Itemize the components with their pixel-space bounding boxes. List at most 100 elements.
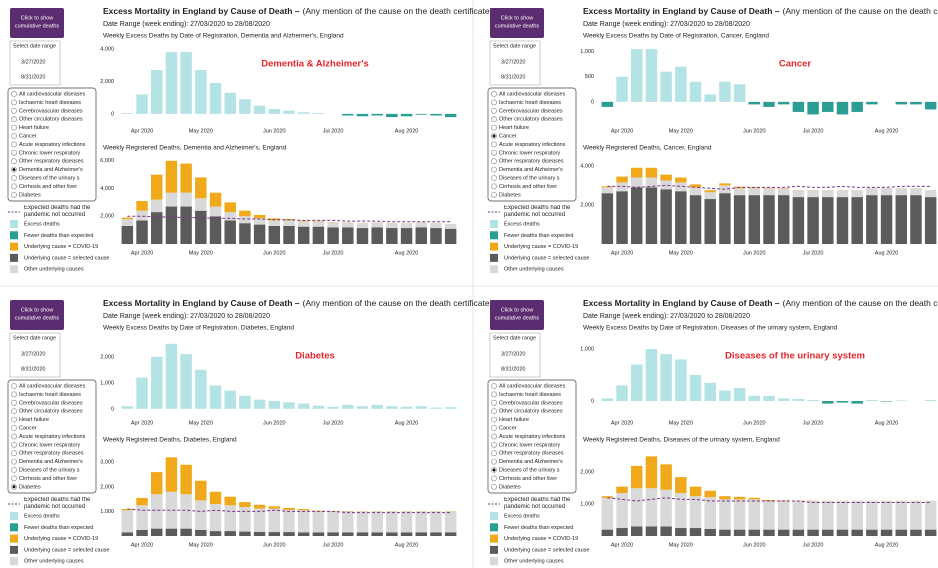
date-start[interactable]: 3/27/2020 xyxy=(501,351,525,357)
radio[interactable] xyxy=(491,166,497,173)
option-label[interactable]: Cerebrovascular diseases xyxy=(19,400,83,406)
radio[interactable] xyxy=(491,91,497,97)
option-label[interactable]: Ischaemic heart diseases xyxy=(19,100,81,106)
radio[interactable] xyxy=(491,124,497,131)
radio[interactable] xyxy=(11,399,17,406)
option-label[interactable]: Ischaemic heart diseases xyxy=(499,392,561,398)
option-label[interactable]: Diabetes xyxy=(19,484,41,490)
radio[interactable] xyxy=(11,133,17,139)
option-label[interactable]: Other circulatory diseases xyxy=(19,117,83,123)
radio[interactable] xyxy=(11,175,17,181)
option-label[interactable]: Diseases of the urinary s xyxy=(499,175,560,181)
cumulative-button[interactable] xyxy=(10,8,64,38)
option-label[interactable]: All cardiovascular diseases xyxy=(19,91,86,97)
radio[interactable] xyxy=(491,450,497,457)
radio[interactable] xyxy=(11,99,17,106)
option-label[interactable]: Other respiratory diseases xyxy=(499,451,564,457)
option-label[interactable]: Chronic lower respiratory xyxy=(499,442,560,448)
option-label[interactable]: Acute respiratory infections xyxy=(499,142,566,148)
option-label[interactable]: Cerebrovascular diseases xyxy=(499,108,563,114)
radio[interactable] xyxy=(491,399,497,406)
cumulative-button[interactable] xyxy=(10,300,64,330)
option-label[interactable]: Cancer xyxy=(499,425,517,431)
radio[interactable] xyxy=(491,116,497,123)
option-label[interactable]: Cirrhosis and other liver xyxy=(19,476,77,482)
option-label[interactable]: Acute respiratory infections xyxy=(19,142,86,148)
radio[interactable] xyxy=(491,416,497,423)
cumulative-button[interactable] xyxy=(490,300,544,330)
option-label[interactable]: Other circulatory diseases xyxy=(19,409,83,415)
date-start[interactable]: 3/27/2020 xyxy=(21,59,45,65)
option-label[interactable]: Dementia and Alzheimer's xyxy=(19,459,83,465)
radio[interactable] xyxy=(491,183,497,190)
cumulative-button[interactable] xyxy=(490,8,544,38)
date-end[interactable]: 8/31/2020 xyxy=(501,74,525,80)
date-end[interactable]: 8/31/2020 xyxy=(21,366,45,372)
option-label[interactable]: Cancer xyxy=(499,133,517,139)
radio[interactable] xyxy=(11,183,17,190)
option-label[interactable]: Cerebrovascular diseases xyxy=(499,400,563,406)
radio[interactable] xyxy=(11,158,17,165)
radio[interactable] xyxy=(11,458,17,465)
option-label[interactable]: Ischaemic heart diseases xyxy=(19,392,81,398)
option-label[interactable]: Other respiratory diseases xyxy=(19,451,84,457)
radio[interactable] xyxy=(11,475,17,482)
radio[interactable] xyxy=(491,391,497,398)
option-label[interactable]: Chronic lower respiratory xyxy=(499,150,560,156)
radio[interactable] xyxy=(491,458,497,465)
option-label[interactable]: Diabetes xyxy=(19,192,41,198)
radio[interactable] xyxy=(11,467,17,473)
option-label[interactable]: Heart failure xyxy=(19,125,49,131)
radio[interactable] xyxy=(11,124,17,131)
option-label[interactable]: Dementia and Alzheimer's xyxy=(499,167,563,173)
radio[interactable] xyxy=(11,149,17,156)
radio[interactable] xyxy=(11,408,17,415)
radio[interactable] xyxy=(11,141,17,148)
option-label[interactable]: Chronic lower respiratory xyxy=(19,442,80,448)
option-label[interactable]: Heart failure xyxy=(19,417,49,423)
radio[interactable] xyxy=(491,141,497,148)
option-label[interactable]: Ischaemic heart diseases xyxy=(499,100,561,106)
date-start[interactable]: 3/27/2020 xyxy=(21,351,45,357)
option-label[interactable]: Cancer xyxy=(19,425,37,431)
option-label[interactable]: All cardiovascular diseases xyxy=(499,91,566,97)
radio[interactable] xyxy=(11,383,17,389)
option-label[interactable]: Cirrhosis and other liver xyxy=(499,184,557,190)
option-label[interactable]: Dementia and Alzheimer's xyxy=(499,459,563,465)
radio[interactable] xyxy=(11,441,17,448)
option-label[interactable]: Diabetes xyxy=(499,192,521,198)
radio[interactable] xyxy=(491,158,497,165)
option-label[interactable]: Cirrhosis and other liver xyxy=(19,184,77,190)
option-label[interactable]: Diseases of the urinary s xyxy=(19,175,80,181)
option-label[interactable]: All cardiovascular diseases xyxy=(499,383,566,389)
date-end[interactable]: 8/31/2020 xyxy=(21,74,45,80)
radio[interactable] xyxy=(491,175,497,181)
radio[interactable] xyxy=(491,425,497,431)
option-label[interactable]: Heart failure xyxy=(499,125,529,131)
option-label[interactable]: Diabetes xyxy=(499,484,521,490)
radio[interactable] xyxy=(491,191,497,198)
option-label[interactable]: Cerebrovascular diseases xyxy=(19,108,83,114)
option-label[interactable]: Heart failure xyxy=(499,417,529,423)
option-label[interactable]: Other circulatory diseases xyxy=(499,117,563,123)
radio[interactable] xyxy=(11,391,17,398)
date-start[interactable]: 3/27/2020 xyxy=(501,59,525,65)
radio[interactable] xyxy=(11,107,17,114)
radio[interactable] xyxy=(491,99,497,106)
radio[interactable] xyxy=(11,450,17,457)
option-label[interactable]: Acute respiratory infections xyxy=(19,434,86,440)
radio[interactable] xyxy=(491,383,497,389)
date-end[interactable]: 8/31/2020 xyxy=(501,366,525,372)
radio[interactable] xyxy=(11,425,17,431)
option-label[interactable]: Other circulatory diseases xyxy=(499,409,563,415)
option-label[interactable]: Other respiratory diseases xyxy=(499,159,564,165)
radio[interactable] xyxy=(491,408,497,415)
option-label[interactable]: Cancer xyxy=(19,133,37,139)
option-label[interactable]: All cardiovascular diseases xyxy=(19,383,86,389)
option-label[interactable]: Chronic lower respiratory xyxy=(19,150,80,156)
radio[interactable] xyxy=(11,416,17,423)
option-label[interactable]: Acute respiratory infections xyxy=(499,434,566,440)
radio[interactable] xyxy=(491,433,497,440)
radio[interactable] xyxy=(11,433,17,440)
radio[interactable] xyxy=(11,116,17,123)
